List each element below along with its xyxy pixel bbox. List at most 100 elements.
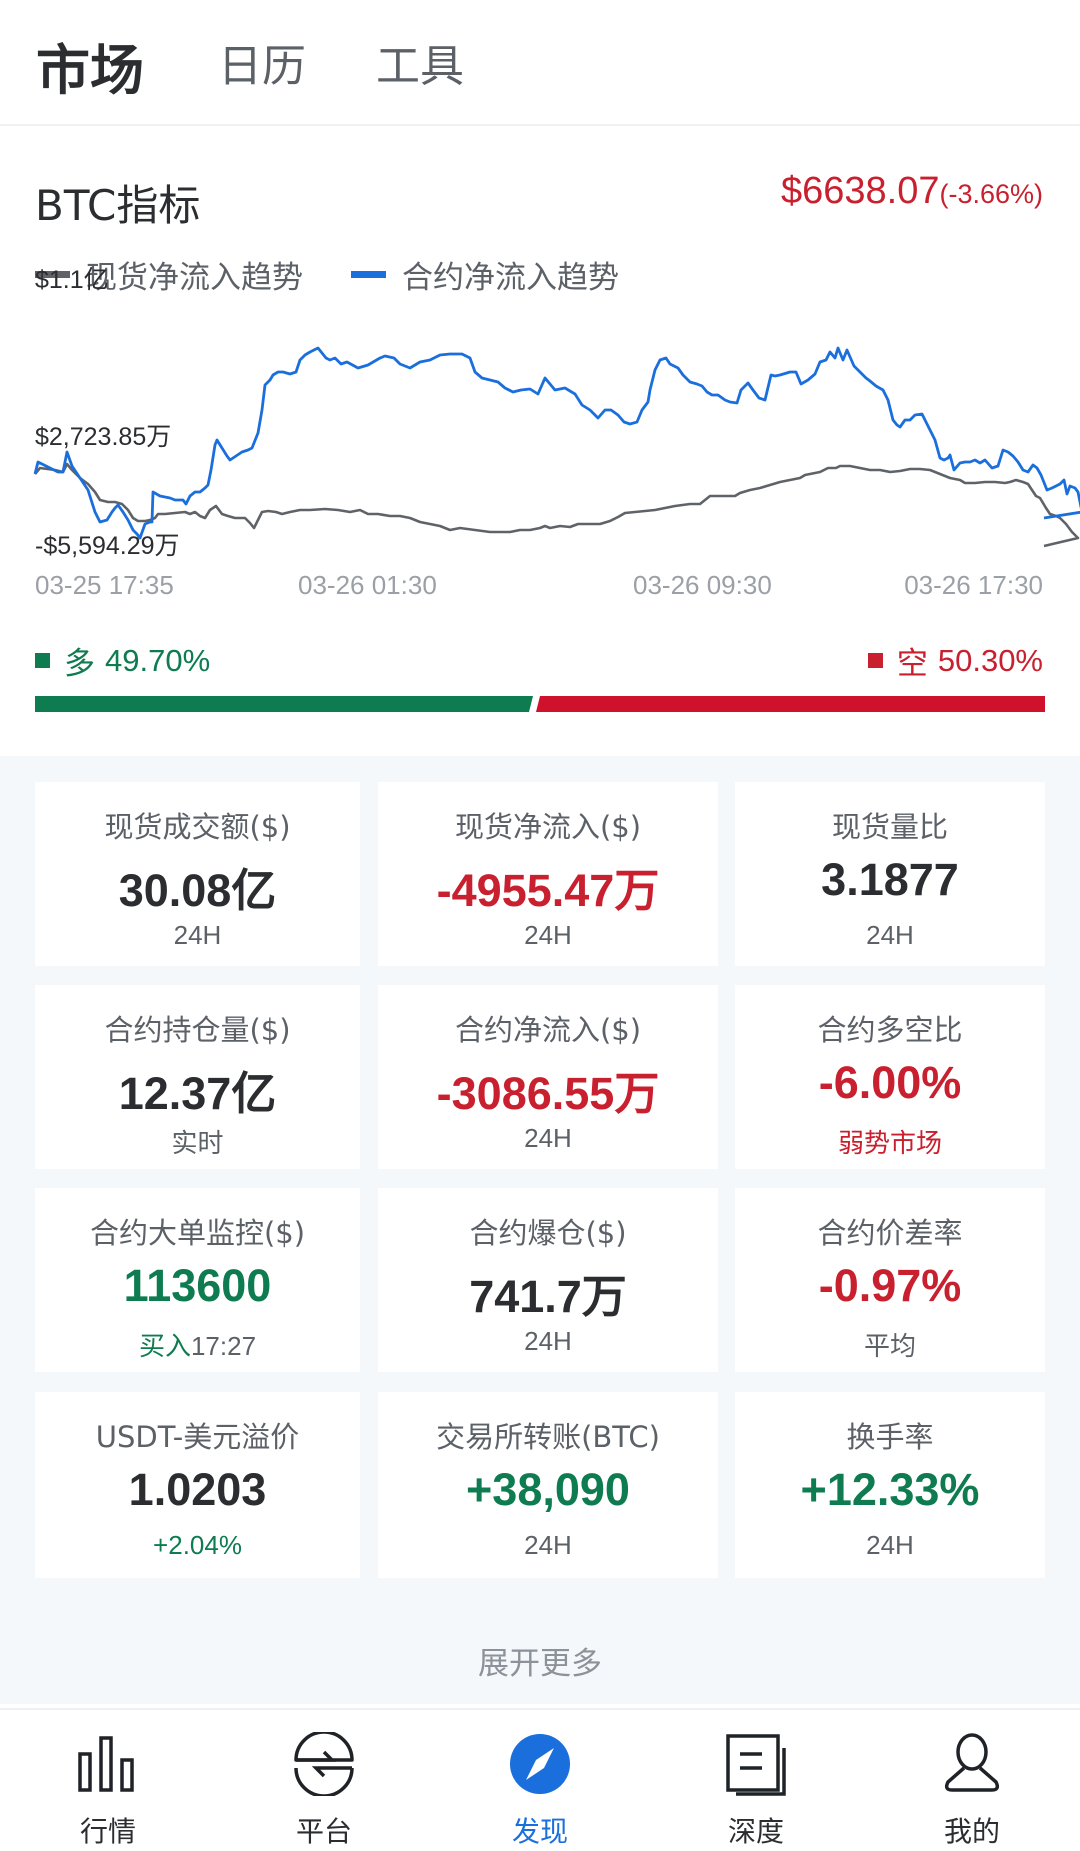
- nav-platform[interactable]: 平台: [216, 1710, 432, 1851]
- nav-depth[interactable]: 深度: [648, 1710, 864, 1851]
- metric-card-basis-rate[interactable]: 合约价差率 -0.97% 平均: [735, 1188, 1045, 1372]
- metric-card-open-interest[interactable]: 合约持仓量($) 12.37亿 实时: [35, 985, 360, 1169]
- metric-card-spot-net-inflow[interactable]: 现货净流入($) -4955.47万 24H: [378, 782, 718, 966]
- metric-label: 合约价差率: [817, 1216, 963, 1250]
- tab-market[interactable]: 市场: [36, 39, 144, 102]
- metric-sub: 平均: [863, 1331, 916, 1361]
- metric-card-long-short-ratio[interactable]: 合约多空比 -6.00% 弱势市场: [735, 985, 1045, 1169]
- legend-spot[interactable]: 现货净流入趋势: [35, 252, 303, 297]
- metric-value: -6.00%: [818, 1057, 962, 1108]
- metric-value: 113600: [123, 1260, 272, 1311]
- short-label: 空: [896, 646, 928, 681]
- document-icon: [726, 1734, 786, 1796]
- short-pct: 50.30%: [937, 642, 1043, 678]
- metric-sub-prefix: 买入: [138, 1331, 191, 1361]
- metric-label: 换手率: [846, 1420, 934, 1454]
- metric-value: 3.1877: [821, 854, 959, 905]
- metric-card-spot-volume-ratio[interactable]: 现货量比 3.1877 24H: [735, 782, 1045, 966]
- metric-sub: 24H: [524, 1326, 572, 1356]
- exchange-icon: [294, 1732, 354, 1796]
- long-short-labels: 多 49.70% 空 50.30%: [35, 638, 1043, 681]
- metric-sub: 24H: [524, 920, 572, 950]
- metric-sub: 24H: [173, 920, 222, 950]
- metric-value: 1.0203: [128, 1464, 267, 1515]
- y-label-top: $1.1亿: [35, 266, 109, 294]
- metric-card-large-orders[interactable]: 合约大单监控($) 113600 买入17:27: [35, 1188, 360, 1372]
- metric-value: +12.33%: [800, 1464, 980, 1515]
- metric-card-futures-net-inflow[interactable]: 合约净流入($) -3086.55万 24H: [378, 985, 718, 1169]
- long-square-icon: [35, 653, 50, 668]
- panel-title: BTC指标: [35, 181, 201, 230]
- y-label-mid: $2,723.85万: [35, 423, 172, 451]
- metric-label: 合约大单监控($): [89, 1216, 306, 1250]
- long-ratio: 多 49.70%: [35, 638, 210, 683]
- metric-sub: 买入17:27: [35, 1326, 360, 1363]
- price-value: $6638.07: [780, 170, 940, 212]
- tab-tools[interactable]: 工具: [376, 41, 464, 92]
- bar-chart-icon: [78, 1736, 134, 1792]
- metric-card-liquidations[interactable]: 合约爆仓($) 741.7万 24H: [378, 1188, 718, 1372]
- x-label-2: 03-26 01:30: [298, 570, 437, 600]
- btc-price: $6638.07(-3.66%): [781, 170, 1043, 213]
- short-ratio: 空 50.30%: [867, 638, 1043, 683]
- legend-futures-label: 合约净流入趋势: [402, 260, 619, 296]
- compass-icon: [510, 1734, 570, 1794]
- nav-profile[interactable]: 我的: [864, 1710, 1080, 1851]
- x-label-1: 03-25 17:35: [35, 570, 174, 600]
- btc-indicator-panel: BTC指标 $6638.07(-3.66%) 现货净流入趋势 合约净流入趋势 $…: [0, 128, 1080, 756]
- price-change: (-3.66%): [939, 179, 1043, 209]
- metric-sub: 24H: [866, 1530, 914, 1560]
- long-pct: 49.70%: [105, 642, 211, 678]
- metric-value: 741.7万: [469, 1271, 627, 1322]
- nav-market[interactable]: 行情: [0, 1710, 216, 1851]
- metric-label: 合约净流入($): [454, 1013, 642, 1047]
- metric-value: -3086.55万: [436, 1068, 660, 1119]
- y-label-bottom: -$5,594.29万: [35, 532, 180, 560]
- metric-sub: +2.04%: [153, 1530, 242, 1560]
- metric-card-spot-volume[interactable]: 现货成交额($) 30.08亿 24H: [35, 782, 360, 966]
- metric-label: 现货成交额($): [104, 810, 291, 844]
- x-label-3: 03-26 09:30: [633, 570, 772, 600]
- nav-label: 平台: [295, 1815, 352, 1848]
- short-square-icon: [867, 653, 883, 668]
- nav-label: 发现: [511, 1815, 568, 1848]
- metric-label: 合约持仓量($): [104, 1013, 291, 1047]
- metric-label: 合约爆仓($): [469, 1216, 627, 1250]
- long-bar-segment: [35, 696, 533, 712]
- legend-swatch-gray: [35, 271, 70, 278]
- metric-value: 12.37亿: [118, 1068, 277, 1119]
- legend-swatch-blue: [351, 271, 386, 278]
- expand-more-button[interactable]: 展开更多: [478, 1646, 602, 1682]
- metric-sub-time: 17:27: [190, 1331, 257, 1361]
- nav-label: 深度: [727, 1815, 784, 1848]
- metric-label: 现货净流入($): [454, 810, 642, 844]
- futures-inflow-line: [33, 346, 1080, 540]
- metric-value: 30.08亿: [118, 865, 277, 916]
- user-icon: [944, 1733, 1000, 1792]
- metric-card-turnover-rate[interactable]: 换手率 +12.33% 24H: [735, 1392, 1045, 1578]
- metric-card-usdt-premium[interactable]: USDT-美元溢价 1.0203 +2.04%: [35, 1392, 360, 1578]
- tab-calendar[interactable]: 日历: [218, 41, 306, 92]
- legend-futures[interactable]: 合约净流入趋势: [351, 252, 619, 297]
- legend-spot-label: 现货净流入趋势: [86, 260, 303, 296]
- metric-label: USDT-美元溢价: [95, 1420, 300, 1454]
- metric-value: +38,090: [466, 1464, 630, 1515]
- nav-label: 我的: [943, 1815, 1000, 1848]
- nav-label: 行情: [79, 1815, 136, 1848]
- metric-label: 现货量比: [831, 810, 948, 844]
- metric-value: -0.97%: [818, 1260, 962, 1311]
- metric-sub: 24H: [524, 1530, 572, 1560]
- short-bar-segment: [536, 696, 1045, 712]
- bottom-nav: 行情 平台 发现 深度 我的: [0, 1708, 1080, 1851]
- metric-sub: 24H: [524, 1123, 572, 1153]
- metric-label: 合约多空比: [817, 1013, 963, 1047]
- metric-card-exchange-transfers[interactable]: 交易所转账(BTC) +38,090 24H: [378, 1392, 718, 1578]
- metric-sub: 24H: [866, 920, 914, 950]
- top-tab-bar: 市场 日历 工具: [0, 0, 1080, 126]
- spot-inflow-line: [34, 462, 1080, 548]
- nav-discover[interactable]: 发现: [432, 1710, 648, 1851]
- metrics-grid: 现货成交额($) 30.08亿 24H 现货净流入($) -4955.47万 2…: [0, 756, 1080, 1704]
- metric-value: -4955.47万: [436, 865, 660, 916]
- metric-sub: 弱势市场: [837, 1128, 942, 1158]
- x-label-4: 03-26 17:30: [904, 570, 1043, 600]
